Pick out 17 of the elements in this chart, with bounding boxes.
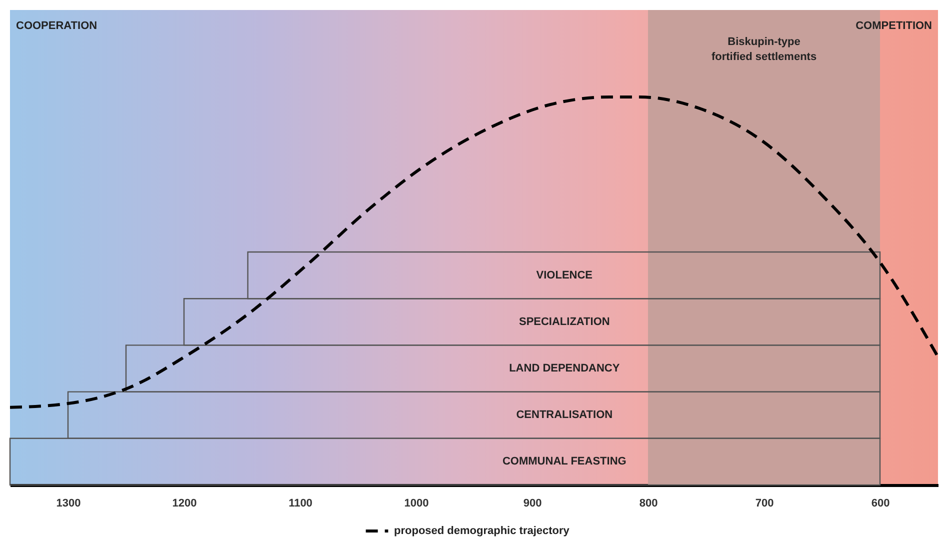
x-tick-label: 700 (755, 498, 774, 510)
x-tick-label: 1300 (56, 498, 81, 510)
x-tick-label: 600 (871, 498, 890, 510)
y-tick-label: CENTRALISATION (516, 409, 613, 422)
x-tick-label: 1200 (172, 498, 197, 510)
y-tick-label: SPECIALIZATION (518, 316, 610, 328)
x-tick-label: 900 (523, 498, 542, 510)
y-tick-label: COMMUNAL FEASTING (502, 456, 626, 468)
x-tick-label: 1000 (404, 498, 429, 510)
y-tick-label: VIOLENCE (536, 269, 593, 282)
text: COMPETITION (856, 20, 932, 32)
band-label: Biskupin-type fortified settlements (711, 36, 817, 63)
x-tick-label: 1100 (288, 498, 312, 510)
text: COOPERATION (16, 20, 98, 32)
legend-label: proposed demographic trajectory (394, 525, 570, 537)
x-tick-label: 800 (639, 498, 658, 510)
y-tick-label: LAND DEPENDANCY (509, 362, 620, 374)
